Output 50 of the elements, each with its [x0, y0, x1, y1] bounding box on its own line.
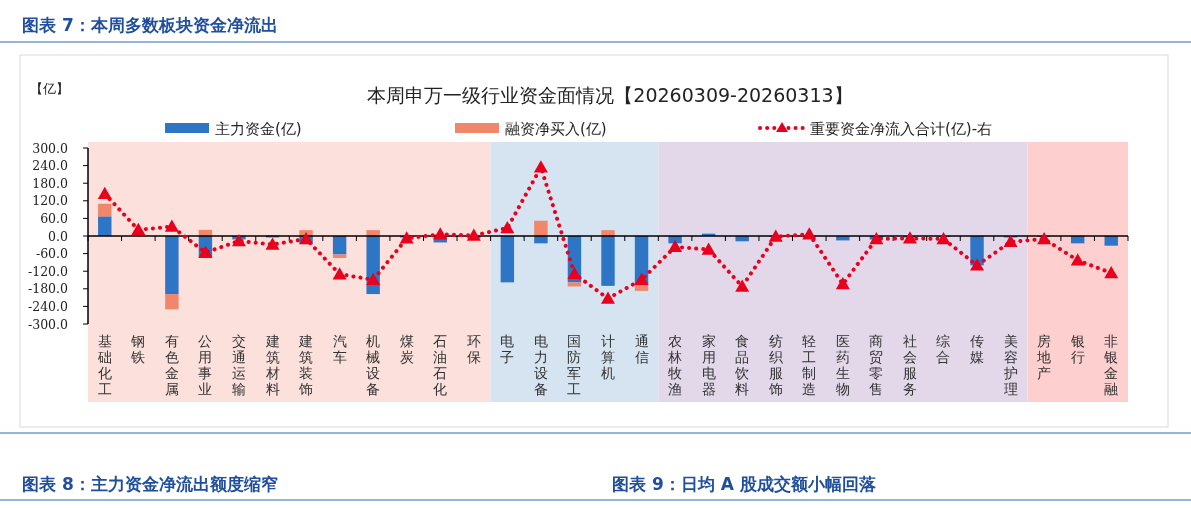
y-tick-label: 0.0	[48, 228, 69, 244]
text: 图表 8：主力资金净流出额度缩窄	[22, 474, 278, 494]
x-tick-label: 农林牧渔	[667, 333, 683, 397]
x-tick-label: 通信	[634, 333, 649, 365]
y-axis-title: 【亿】	[30, 81, 69, 96]
x-tick-label: 房地产	[1036, 333, 1052, 381]
x-tick-label: 非银金融	[1103, 333, 1119, 397]
chart-title: 图表 7：本周多数板块资金净流出	[22, 15, 278, 35]
y-tick-label: -300.0	[27, 316, 69, 332]
y-tick-label: -120.0	[27, 263, 69, 279]
x-tick-label: 电力设备	[533, 333, 548, 397]
x-tick-label: 煤炭	[399, 333, 414, 365]
y-tick-label: 180.0	[32, 175, 69, 191]
x-tick-label: 钢铁	[130, 333, 146, 365]
x-tick-label: 环保	[466, 333, 481, 365]
chart-subtitle: 本周申万一级行业资金面情况【20260309-20260313】	[367, 84, 853, 106]
y-tick-label: 300.0	[32, 140, 69, 156]
x-tick-label: 社会服务	[902, 333, 917, 397]
x-tick-label: 银行	[1069, 333, 1085, 365]
text: 图表 9：日均 A 股成交额小幅回落	[612, 474, 876, 494]
x-tick-label: 传媒	[970, 333, 985, 365]
y-tick-label: -60.0	[35, 246, 69, 262]
y-tick-label: 240.0	[32, 158, 69, 174]
x-tick-label: 商贸零售	[869, 333, 884, 397]
x-tick-label: 建筑装饰	[298, 333, 314, 397]
x-tick-label: 医药生物	[835, 333, 850, 397]
legend-label: 重要资金净流入合计(亿)-右	[810, 120, 993, 138]
y-tick-label: 120.0	[32, 193, 69, 209]
x-tick-label: 国防军工	[567, 333, 582, 397]
x-tick-label: 建筑材料	[264, 333, 280, 397]
x-tick-label: 美容护理	[1002, 333, 1018, 397]
x-tick-label: 家用电器	[701, 333, 716, 397]
x-tick-label: 有色金属	[164, 333, 179, 397]
x-tick-label: 基础化工	[96, 333, 112, 397]
x-tick-label: 公用事业	[198, 333, 213, 397]
x-tick-label: 纺织服饰	[767, 333, 783, 397]
x-tick-label: 食品饮料	[734, 333, 750, 397]
x-tick-label: 综合	[936, 333, 951, 365]
legend-label: 融资净买入(亿)	[505, 120, 607, 138]
x-tick-label: 电子	[500, 333, 515, 365]
y-tick-label: -180.0	[27, 281, 69, 297]
y-tick-label: 60.0	[40, 210, 69, 226]
x-tick-label: 汽车	[332, 333, 347, 365]
y-tick-label: -240.0	[27, 298, 69, 314]
x-tick-label: 计算机	[601, 333, 615, 381]
x-tick-label: 机械设备	[366, 333, 381, 397]
x-tick-label: 交通运输	[231, 333, 246, 397]
x-tick-label: 轻工制造	[802, 333, 817, 397]
legend-label: 主力资金(亿)	[215, 120, 302, 138]
x-tick-label: 石油石化	[433, 333, 448, 397]
